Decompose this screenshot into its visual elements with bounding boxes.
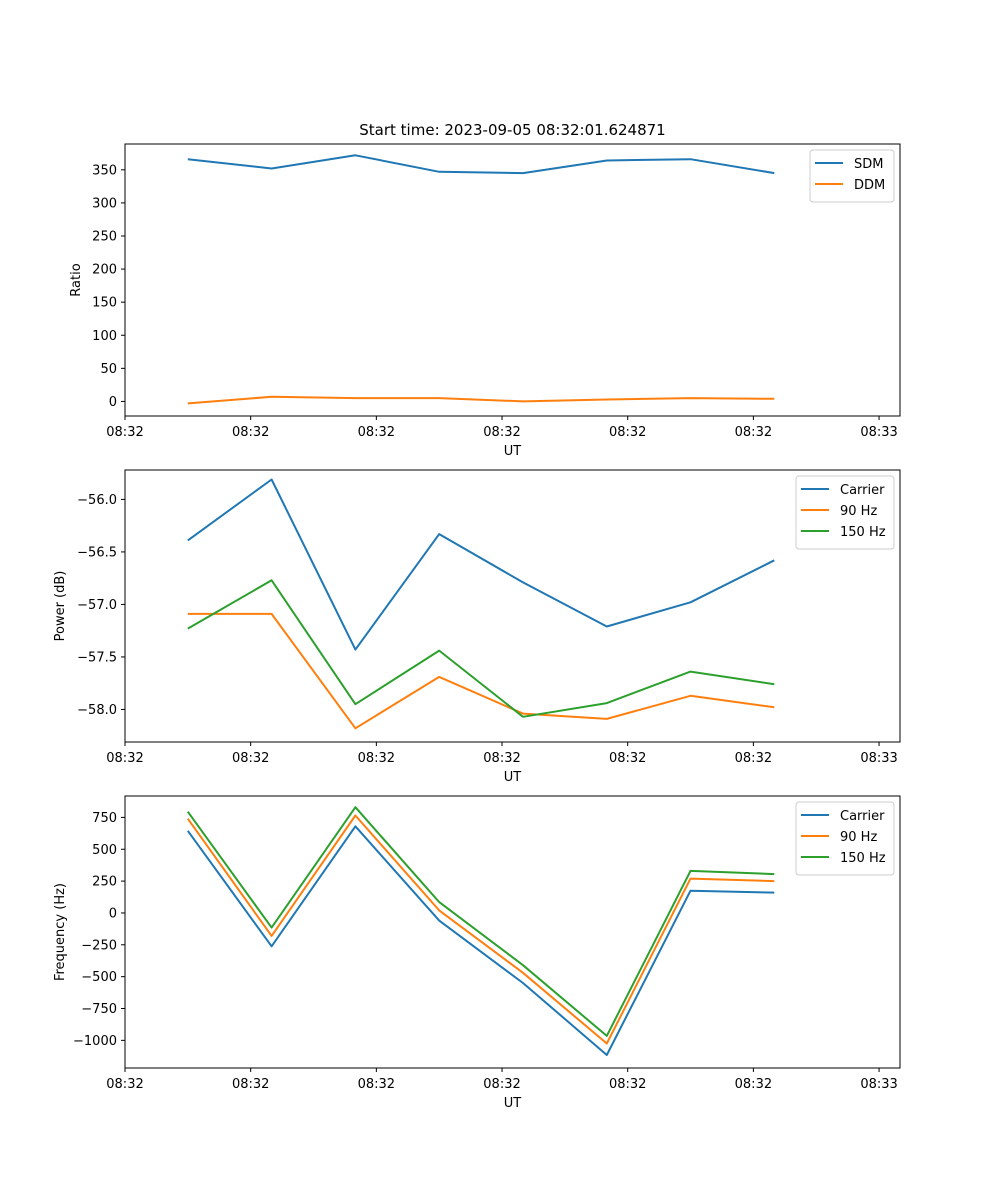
x-tick-label: 08:32 xyxy=(232,1077,269,1092)
legend-label: 90 Hz xyxy=(840,504,877,519)
y-tick-label: 250 xyxy=(92,229,117,244)
y-tick-label: −750 xyxy=(81,1002,117,1017)
y-axis-label: Frequency (Hz) xyxy=(53,883,68,981)
x-tick-label: 08:32 xyxy=(232,751,269,766)
legend-label: 150 Hz xyxy=(840,851,886,866)
x-tick-label: 08:32 xyxy=(483,751,520,766)
y-tick-label: 200 xyxy=(92,263,117,278)
legend-label: Carrier xyxy=(840,809,885,824)
axes-frame xyxy=(124,143,901,417)
series-line-150-hz xyxy=(186,806,775,1037)
y-tick-label: −500 xyxy=(81,970,117,985)
x-tick-label: 08:32 xyxy=(735,425,772,440)
legend-label: 90 Hz xyxy=(840,830,877,845)
x-tick-label: 08:32 xyxy=(106,425,143,440)
series-line-90-hz xyxy=(187,612,775,730)
y-tick-label: 100 xyxy=(92,329,117,344)
y-tick-label: 50 xyxy=(100,362,117,377)
y-tick-label: −250 xyxy=(81,938,117,953)
y-tick-label: 750 xyxy=(92,811,117,826)
y-axis-label: Power (dB) xyxy=(53,571,68,642)
series-line-90-hz xyxy=(186,814,775,1045)
panel-2: 08:32 08:32 08:32 08:32 08:32 08:32 08:33 −58.0… xyxy=(53,469,901,785)
legend-label: DDM xyxy=(854,178,885,193)
x-axis-label: UT xyxy=(504,444,522,459)
x-tick-label: 08:32 xyxy=(358,425,395,440)
x-tick-label: 08:32 xyxy=(483,1077,520,1092)
series-line-carrier xyxy=(186,825,775,1056)
x-axis-label: UT xyxy=(504,770,522,785)
x-tick-label: 08:33 xyxy=(860,751,897,766)
y-tick-label: 0 xyxy=(109,395,117,410)
y-tick-label: −57.5 xyxy=(77,650,117,665)
y-tick-label: −58.0 xyxy=(77,703,117,718)
y-tick-label: −57.0 xyxy=(77,598,117,613)
series-line-150-hz xyxy=(187,579,775,718)
x-tick-label: 08:32 xyxy=(609,751,646,766)
y-tick-label: 0 xyxy=(109,906,117,921)
panel-1: 08:32 08:32 08:32 08:32 08:32 08:32 08:33 0 50 10… xyxy=(69,143,901,459)
figure-title: Start time: 2023-09-05 08:32:01.624871 xyxy=(359,121,665,139)
y-tick-label: 150 xyxy=(92,296,117,311)
axes-frame xyxy=(124,469,901,743)
y-tick-label: −56.0 xyxy=(77,493,117,508)
panel-3: 08:32 08:32 08:32 08:32 08:32 08:32 08:33 −1000… xyxy=(53,795,901,1111)
series-line-ddm xyxy=(187,395,775,405)
x-tick-label: 08:32 xyxy=(232,425,269,440)
y-tick-label: −56.5 xyxy=(77,545,117,560)
axes-frame xyxy=(124,795,901,1069)
y-tick-label: 250 xyxy=(92,875,117,890)
y-tick-label: −1000 xyxy=(73,1034,117,1049)
x-tick-label: 08:32 xyxy=(106,751,143,766)
x-tick-label: 08:32 xyxy=(358,1077,395,1092)
legend: SDM DDM xyxy=(809,149,895,203)
x-tick-label: 08:32 xyxy=(358,751,395,766)
x-tick-label: 08:32 xyxy=(735,751,772,766)
legend: Carrier 90 Hz 150 Hz xyxy=(795,475,895,550)
series-line-sdm xyxy=(187,154,775,175)
x-tick-label: 08:32 xyxy=(483,425,520,440)
x-axis-label: UT xyxy=(504,1096,522,1111)
x-tick-label: 08:32 xyxy=(106,1077,143,1092)
x-tick-label: 08:32 xyxy=(609,425,646,440)
x-tick-label: 08:32 xyxy=(735,1077,772,1092)
y-tick-label: 350 xyxy=(92,163,117,178)
x-tick-label: 08:33 xyxy=(860,1077,897,1092)
x-tick-label: 08:32 xyxy=(609,1077,646,1092)
legend-label: SDM xyxy=(854,157,883,172)
legend-label: 150 Hz xyxy=(840,525,886,540)
legend-label: Carrier xyxy=(840,483,885,498)
x-tick-label: 08:33 xyxy=(860,425,897,440)
y-tick-label: 300 xyxy=(92,196,117,211)
y-axis-label: Ratio xyxy=(69,263,84,296)
legend: Carrier 90 Hz 150 Hz xyxy=(795,801,895,876)
series-line-carrier xyxy=(187,478,775,651)
y-tick-label: 500 xyxy=(92,843,117,858)
